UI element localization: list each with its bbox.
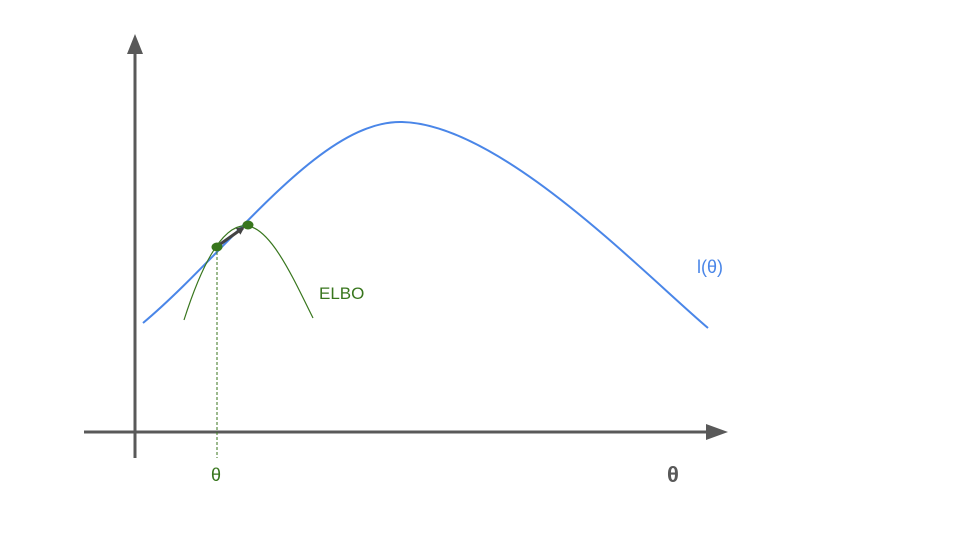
elbo-label: ELBO [319,284,364,303]
likelihood-curve [142,120,709,329]
update-step-arrow [218,226,245,247]
y-axis-arrowhead [127,34,143,54]
elbo-max-point [242,220,254,230]
current-theta-point [211,242,223,252]
likelihood-label: l(θ) [697,257,723,277]
current-theta-label: θ [211,465,221,485]
x-axis-arrowhead [706,424,728,440]
elbo-curve [183,225,314,321]
x-axis-theta-label: θ [667,462,679,487]
